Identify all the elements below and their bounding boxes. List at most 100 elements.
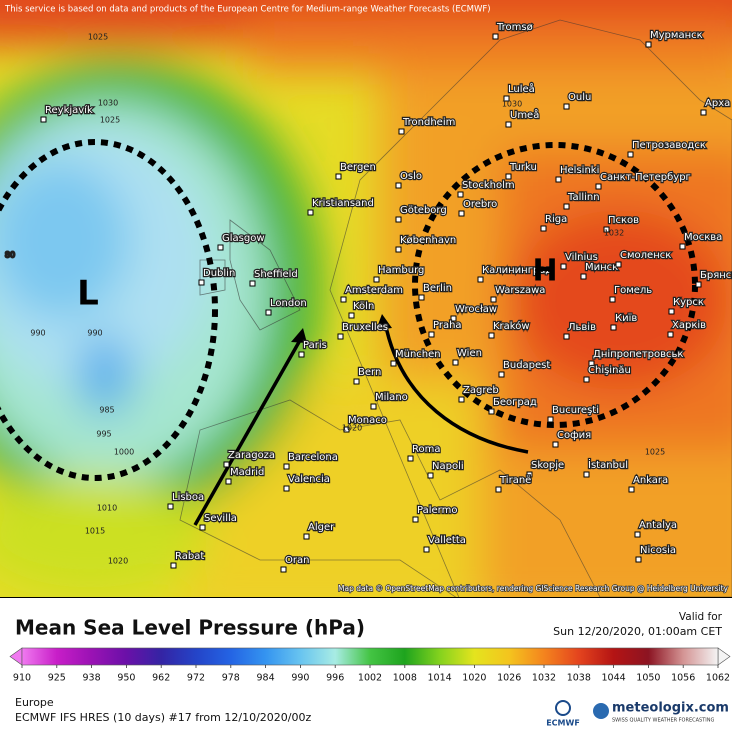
map: Reykjavík Tromsø Мурманск Luleå Oulu Umeå Арха…: [0, 0, 732, 597]
valid-label: Valid for: [679, 611, 723, 623]
city-marker: [495, 486, 502, 493]
isobar-label: 1032: [604, 229, 624, 238]
city-label: Київ: [615, 313, 637, 324]
city-marker: [679, 243, 686, 250]
city-marker: [370, 403, 377, 410]
city-marker: [223, 461, 230, 468]
city-marker: [307, 209, 314, 216]
colorbar-tick-label: 972: [187, 673, 205, 684]
city-label: Skopje: [531, 460, 564, 471]
isobar-label: 985: [99, 406, 114, 415]
city-label: Barcelona: [288, 452, 338, 463]
city-marker: [398, 128, 405, 135]
city-label: Praha: [433, 320, 462, 331]
city-marker: [563, 333, 570, 340]
city-marker: [610, 324, 617, 331]
isobar-label: 1000: [114, 448, 134, 457]
valid-time: Sun 12/20/2020, 01:00am CET: [553, 625, 722, 638]
city-marker: [390, 360, 397, 367]
city-label: Valletta: [428, 535, 466, 546]
city-marker: [583, 471, 590, 478]
city-label: Antalya: [639, 520, 677, 531]
isobar-label: 1015: [85, 527, 105, 536]
city-marker: [563, 103, 570, 110]
city-label: Москва: [684, 232, 722, 243]
city-marker: [552, 441, 559, 448]
isobar-label: 1025: [100, 116, 120, 125]
city-marker: [695, 281, 702, 288]
city-label: Брянск: [700, 270, 732, 281]
city-label: Курск: [673, 297, 704, 308]
city-marker: [595, 183, 602, 190]
city-label: Sevilla: [204, 513, 237, 524]
city-marker: [249, 280, 256, 287]
city-marker: [526, 471, 533, 478]
city-marker: [170, 562, 177, 569]
city-marker: [335, 173, 342, 180]
city-marker: [609, 296, 616, 303]
city-marker: [452, 359, 459, 366]
city-label: İstanbul: [588, 458, 628, 471]
city-label: Wrocław: [455, 304, 497, 315]
city-label: Dublin: [203, 268, 235, 279]
city-marker: [503, 95, 510, 102]
city-marker: [298, 351, 305, 358]
city-label: Monaco: [348, 415, 387, 426]
low-pressure-label: L: [77, 274, 99, 314]
isobar-label: 1025: [88, 33, 108, 42]
city-marker: [588, 360, 595, 367]
city-label: Göteborg: [400, 205, 447, 216]
colorbar-left-cap: [9, 647, 23, 666]
colorbar-tick-label: 925: [48, 673, 66, 684]
colorbar-tick-label: 1056: [671, 673, 695, 684]
colorbar-bar: [21, 647, 719, 666]
city-label: Valencia: [288, 474, 330, 485]
city-label: Luleå: [508, 82, 535, 95]
map-attribution: Map data © OpenStreetMap contributors, r…: [338, 584, 729, 593]
city-label: Lisboa: [172, 492, 204, 503]
city-marker: [348, 312, 355, 319]
isobar-label: 1030: [98, 99, 118, 108]
region: Europe: [15, 696, 54, 709]
city-marker: [492, 33, 499, 40]
chart-title: Mean Sea Level Pressure (hPa): [15, 616, 365, 640]
city-label: София: [557, 430, 591, 441]
city-marker: [373, 276, 380, 283]
colorbar-tick-label: 1038: [567, 673, 591, 684]
city-label: Дніпропетровськ: [593, 348, 683, 360]
isobar-label: 990: [87, 329, 102, 338]
city-label: Oulu: [568, 92, 591, 103]
city-marker: [498, 371, 505, 378]
city-marker: [560, 263, 567, 270]
city-marker: [645, 41, 652, 48]
city-label: Bucureşti: [552, 405, 599, 416]
city-marker: [477, 276, 484, 283]
isobar-label: 995: [96, 430, 111, 439]
city-label: Kraków: [493, 320, 530, 332]
city-marker: [563, 203, 570, 210]
city-marker: [217, 244, 224, 251]
city-label: Ankara: [633, 475, 668, 486]
city-marker: [457, 191, 464, 198]
city-label: Vilnius: [565, 252, 598, 263]
city-marker: [603, 226, 610, 233]
city-marker: [505, 173, 512, 180]
city-label: Петрозаводск: [632, 140, 706, 151]
city-marker: [427, 472, 434, 479]
city-marker: [340, 296, 347, 303]
city-marker: [580, 273, 587, 280]
city-label: Харків: [672, 319, 706, 331]
city-label: Orebro: [463, 199, 497, 210]
city-label: Sheffield: [254, 269, 298, 280]
colorbar-tick-label: 984: [257, 673, 275, 684]
ecmwf-icon: [555, 700, 571, 716]
city-label: Madrid: [230, 467, 264, 478]
city-label: Мурманск: [650, 30, 703, 41]
city-label: Bergen: [340, 162, 376, 173]
city-marker: [458, 210, 465, 217]
city-label: Budapest: [503, 360, 550, 371]
city-marker: [198, 279, 205, 286]
colorbar-tick-label: 1020: [462, 673, 486, 684]
city-label: Калининград: [482, 265, 552, 276]
